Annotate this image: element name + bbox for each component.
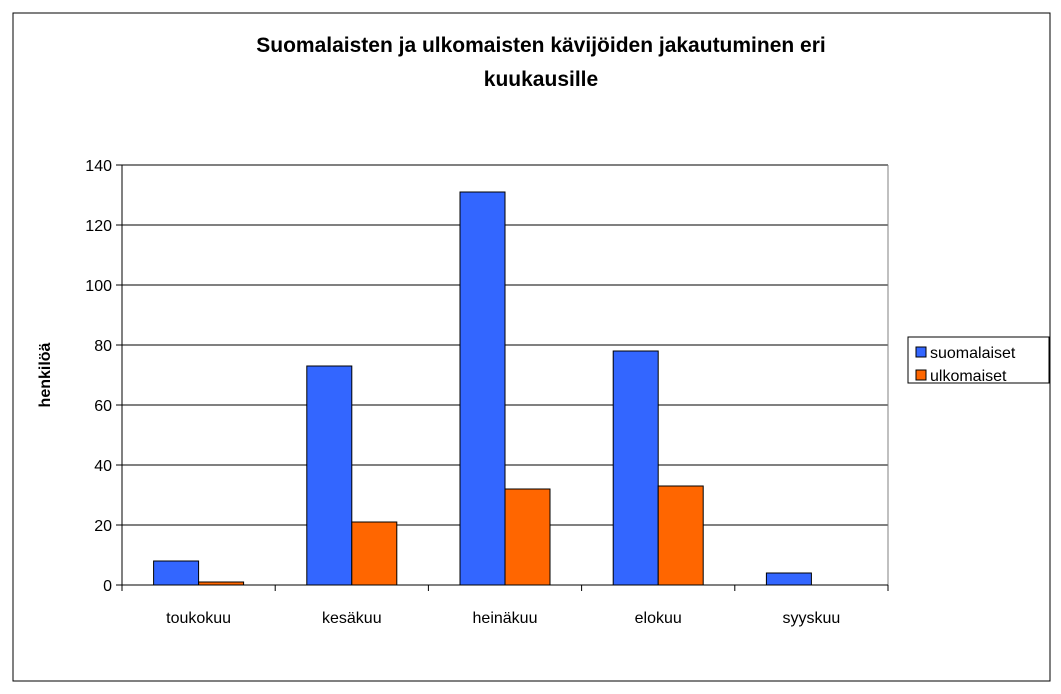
y-axis-label: henkilöä: [37, 342, 54, 407]
bar: [351, 521, 398, 586]
x-tick-label: heinäkuu: [473, 610, 538, 627]
bar: [504, 488, 551, 586]
legend-swatch: [915, 369, 927, 381]
bar: [459, 191, 506, 586]
y-tick-label: 140: [85, 158, 112, 175]
bar: [306, 365, 353, 586]
chart-title: Suomalaisten ja ulkomaisten kävijöiden j…: [256, 34, 826, 57]
y-tick-label: 60: [94, 398, 112, 415]
legend-label: ulkomaiset: [930, 368, 1007, 385]
y-tick-label: 20: [94, 518, 112, 535]
legend-swatch: [915, 346, 927, 358]
y-tick-label: 100: [85, 278, 112, 295]
x-tick-label: kesäkuu: [322, 610, 382, 627]
y-tick-label: 120: [85, 218, 112, 235]
legend-label: suomalaiset: [930, 345, 1016, 362]
legend-box: [907, 336, 1050, 384]
bar: [153, 560, 200, 586]
bar: [612, 350, 659, 586]
chart-subtitle: kuukausille: [484, 68, 598, 91]
y-tick-label: 80: [94, 338, 112, 355]
bar: [657, 485, 704, 586]
y-tick-label: 0: [103, 578, 112, 595]
y-tick-label: 40: [94, 458, 112, 475]
x-tick-label: syyskuu: [783, 610, 841, 627]
x-tick-label: toukokuu: [166, 610, 231, 627]
bar: [765, 572, 812, 586]
x-tick-label: elokuu: [635, 610, 682, 627]
